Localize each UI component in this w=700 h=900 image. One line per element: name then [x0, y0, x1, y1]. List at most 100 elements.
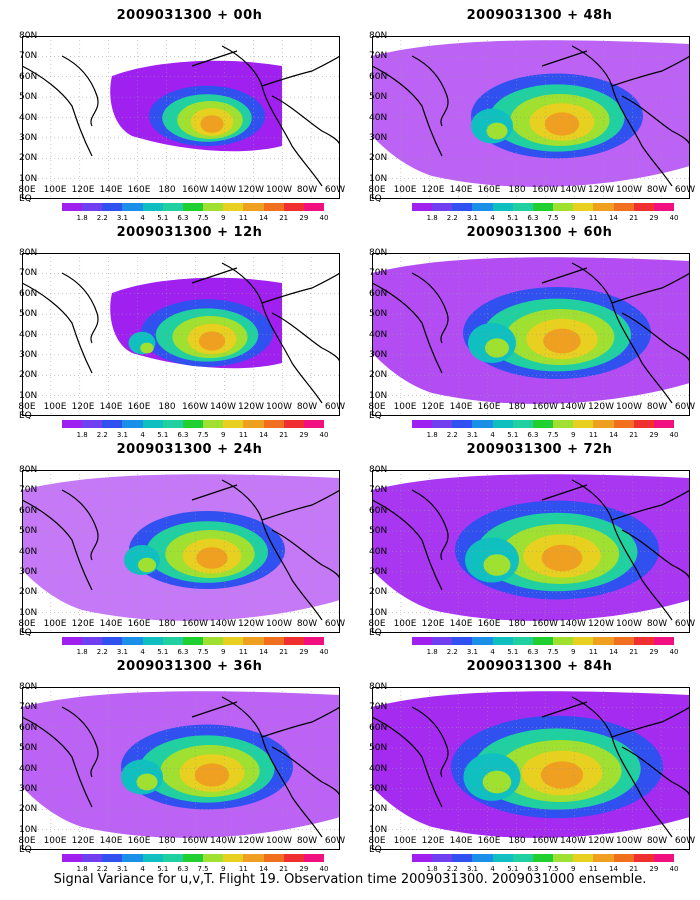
longitude-tick-label: 100W [615, 836, 643, 846]
legend-label: 4 [140, 214, 145, 222]
longitude-tick-label: 120W [237, 402, 265, 412]
longitude-tick-label: 160W [181, 836, 209, 846]
longitude-tick-label: 160W [531, 836, 559, 846]
legend-label: 7.5 [197, 865, 209, 873]
legend-swatch [633, 637, 654, 645]
latitude-tick-label: 30N [19, 566, 38, 577]
longitude-tick-label: 100W [615, 619, 643, 629]
longitude-tick-label: 120W [237, 185, 265, 195]
variance-map [22, 36, 340, 199]
panel-title: 2009031300 + 72h [466, 442, 613, 457]
legend-swatch [263, 420, 284, 428]
longitude-tick-label: 180 [508, 619, 526, 629]
longitude-axis: 80E 100E 120E 140E 160E 180 160W 140W 120W 100W 80… [368, 836, 695, 848]
legend-label: 1.8 [76, 431, 88, 439]
legend-swatch [223, 203, 244, 211]
latitude-tick-label: 30N [19, 783, 38, 794]
map-panel: 2009031300 + 12h 80N 70N 60N 50N 40N 30N 20N 10… [18, 225, 357, 445]
latitude-tick-label: 30N [19, 132, 38, 143]
legend-label: 6.3 [177, 648, 189, 656]
longitude-tick-label: 160W [181, 619, 209, 629]
latitude-tick-label: 40N [19, 763, 38, 774]
longitude-tick-label: 120W [587, 619, 615, 629]
latitude-tick-label: 10N [369, 390, 388, 401]
legend-swatch [82, 203, 103, 211]
latitude-tick-label: 50N [19, 92, 38, 103]
longitude-tick-label: 160E [127, 402, 151, 412]
latitude-tick-label: 30N [19, 349, 38, 360]
longitude-tick-label: 100W [615, 402, 643, 412]
legend-label: 29 [649, 214, 659, 222]
legend-swatch [492, 420, 513, 428]
longitude-axis: 80E 100E 120E 140E 160E 180 160W 140W 120W 100W 80… [368, 185, 695, 197]
longitude-tick-label: 160W [531, 619, 559, 629]
variance-map [22, 470, 340, 633]
longitude-tick-label: 100E [43, 619, 67, 629]
legend-swatch [412, 854, 433, 862]
map-panel: 2009031300 + 24h 80N 70N 60N 50N 40N 30N 20N 10… [18, 442, 357, 662]
legend-label: 3.1 [116, 214, 129, 222]
legend-label: 7.5 [547, 648, 559, 656]
legend-label: 2.2 [96, 431, 108, 439]
legend-swatch [653, 420, 675, 428]
longitude-tick-label: 120W [237, 619, 265, 629]
panel-title: 2009031300 + 60h [466, 225, 613, 240]
legend-label: 7.5 [197, 648, 209, 656]
legend-swatch [512, 637, 533, 645]
legend-label: 11 [238, 865, 248, 873]
legend-colorbar [62, 420, 325, 428]
legend-label: 5.1 [157, 431, 169, 439]
legend-swatch [653, 854, 675, 862]
variance-contour [194, 763, 230, 787]
legend-label: 21 [279, 648, 289, 656]
legend-label: 40 [319, 865, 329, 873]
variance-contour [541, 544, 583, 572]
longitude-tick-label: 180 [508, 402, 526, 412]
longitude-tick-label: 140E [99, 402, 123, 412]
legend-label: 9 [570, 431, 576, 439]
latitude-tick-label: 40N [369, 546, 388, 557]
legend-swatch [182, 420, 204, 428]
map-panel: 2009031300 + 84h 80N 70N 60N 50N 40N 30N 20N 10… [368, 659, 700, 879]
legend-swatch [82, 420, 103, 428]
legend-swatch [223, 420, 244, 428]
latitude-tick-label: 40N [19, 329, 38, 340]
longitude-tick-label: 160W [181, 185, 209, 195]
latitude-tick-label: 70N [19, 485, 38, 496]
legend-swatch [283, 637, 304, 645]
longitude-tick-label: 180 [158, 185, 176, 195]
legend-label: 1.8 [426, 431, 438, 439]
longitude-tick-label: 120E [71, 836, 95, 846]
legend-colorbar [412, 637, 675, 645]
legend-label: 21 [279, 865, 289, 873]
longitude-tick-label: 80E [368, 185, 386, 195]
legend-swatch [283, 854, 304, 862]
legend-swatch [122, 854, 143, 862]
legend-label: 1.8 [426, 865, 438, 873]
latitude-tick-label: 60N [369, 288, 388, 299]
latitude-tick-label: 60N [369, 722, 388, 733]
legend-label: 7.5 [547, 865, 559, 873]
latitude-tick-label: 20N [369, 804, 388, 815]
legend-swatch [613, 203, 634, 211]
longitude-tick-label: 100E [393, 185, 417, 195]
legend-label: 29 [649, 431, 659, 439]
latitude-tick-label: 80N [369, 682, 388, 692]
legend-swatch [412, 203, 433, 211]
legend-colorbar [412, 854, 675, 862]
legend-label: 29 [299, 431, 309, 439]
longitude-tick-label: 160E [477, 185, 501, 195]
latitude-tick-label: 40N [19, 112, 38, 123]
longitude-axis: 80E 100E 120E 140E 160E 180 160W 140W 120W 100W 80… [18, 402, 345, 414]
variance-contour [544, 112, 580, 136]
color-legend: 1.8 2.2 3.1 4 5.1 6.3 7.5 9 11 14 21 29 40 [412, 420, 678, 444]
legend-swatch [162, 420, 183, 428]
legend-label: 3.1 [466, 865, 479, 873]
latitude-tick-label: 70N [369, 268, 388, 279]
legend-label: 29 [299, 648, 309, 656]
latitude-tick-label: 20N [369, 370, 388, 381]
latitude-tick-label: 20N [19, 804, 38, 815]
longitude-tick-label: 60W [674, 619, 696, 629]
legend-label: 2.2 [96, 865, 108, 873]
legend-swatch [553, 854, 574, 862]
